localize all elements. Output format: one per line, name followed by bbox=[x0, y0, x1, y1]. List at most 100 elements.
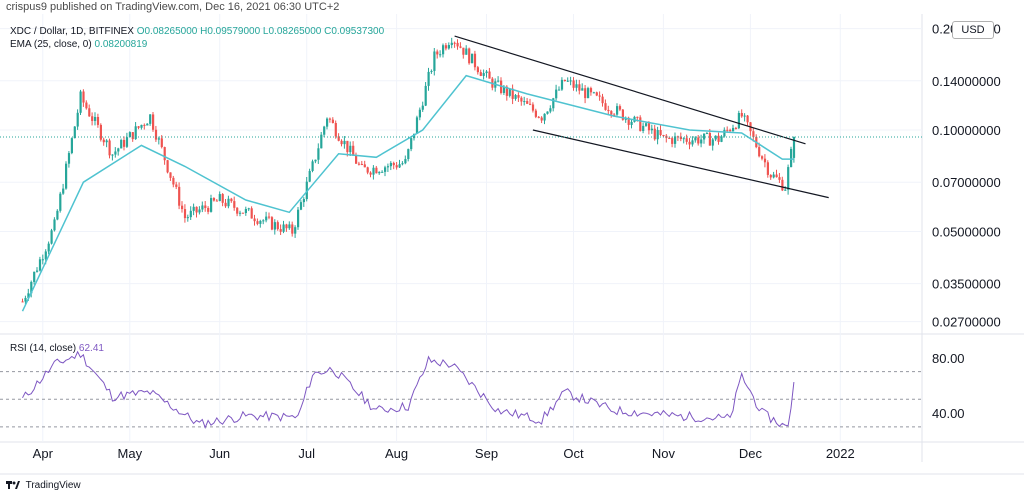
candle-body bbox=[581, 88, 584, 91]
candle-body bbox=[67, 153, 71, 164]
candle-body bbox=[787, 167, 790, 190]
candle-body bbox=[647, 123, 651, 131]
candle-body bbox=[703, 133, 706, 140]
candle-body bbox=[636, 116, 639, 118]
candle-body bbox=[621, 109, 624, 120]
candle-body bbox=[233, 201, 236, 208]
candle-body bbox=[360, 163, 363, 165]
candle-body bbox=[766, 162, 769, 175]
candle-body bbox=[517, 95, 520, 98]
candle-body bbox=[328, 118, 332, 120]
candle-body bbox=[268, 216, 271, 218]
candle-body bbox=[183, 209, 187, 219]
candle-body bbox=[302, 199, 305, 203]
candle-body bbox=[566, 80, 569, 82]
candle-body bbox=[175, 184, 178, 187]
tradingview-logo-icon bbox=[6, 481, 20, 490]
candle-body bbox=[430, 70, 433, 72]
candle-body bbox=[784, 189, 787, 191]
candle-body bbox=[479, 72, 482, 76]
candle-body bbox=[91, 116, 94, 121]
candle-body bbox=[688, 141, 691, 145]
candle-body bbox=[761, 156, 764, 159]
candle-body bbox=[53, 219, 56, 231]
candle-body bbox=[134, 126, 137, 140]
candle-body bbox=[708, 132, 711, 146]
candle-body bbox=[259, 220, 262, 224]
candle-body bbox=[531, 104, 535, 111]
candle-body bbox=[247, 208, 250, 210]
published-caption: crispus9 published on TradingView.com, D… bbox=[6, 1, 340, 13]
candle-body bbox=[334, 122, 337, 137]
rsi-value: 62.41 bbox=[78, 343, 104, 354]
candle-body bbox=[546, 111, 549, 114]
rsi-line bbox=[22, 350, 795, 429]
candle-body bbox=[502, 86, 506, 93]
symbol-label: XDC / Dollar, 1D, BITFINEX bbox=[10, 26, 134, 37]
candle-body bbox=[520, 97, 523, 102]
candle-body bbox=[381, 171, 384, 173]
candle-body bbox=[723, 129, 726, 137]
candle-body bbox=[157, 138, 160, 140]
price-tick-label: 0.10000000 bbox=[932, 123, 1001, 138]
candlestick-series bbox=[21, 37, 796, 305]
candle-body bbox=[212, 198, 216, 201]
candle-body bbox=[511, 88, 514, 99]
candle-body bbox=[30, 281, 33, 294]
candle-body bbox=[549, 108, 552, 112]
candle-body bbox=[320, 134, 323, 149]
price-tick-label: 0.14000000 bbox=[932, 74, 1001, 89]
candle-body bbox=[401, 163, 404, 165]
candle-body bbox=[189, 210, 192, 218]
candle-body bbox=[256, 221, 259, 224]
candle-body bbox=[769, 174, 772, 178]
candle-body bbox=[386, 166, 390, 168]
candle-body bbox=[366, 167, 369, 173]
candle-body bbox=[752, 131, 755, 137]
candle-body bbox=[152, 114, 155, 130]
candle-body bbox=[413, 133, 416, 139]
trendline bbox=[532, 129, 829, 199]
candle-body bbox=[169, 172, 172, 178]
candle-body bbox=[476, 67, 479, 73]
candle-body bbox=[326, 118, 329, 127]
candle-body bbox=[227, 198, 230, 207]
candle-body bbox=[462, 47, 465, 55]
candle-body bbox=[404, 159, 407, 164]
candle-body bbox=[679, 136, 682, 140]
candle-body bbox=[650, 128, 653, 131]
candle-body bbox=[578, 84, 581, 91]
candle-body bbox=[711, 139, 714, 146]
candle-body bbox=[352, 145, 355, 156]
trendline-channel bbox=[454, 35, 829, 199]
candle-body bbox=[349, 145, 352, 153]
currency-badge[interactable]: USD bbox=[952, 21, 994, 39]
candle-body bbox=[294, 227, 297, 234]
candle-body bbox=[70, 138, 73, 154]
candle-body bbox=[563, 79, 566, 82]
time-tick-label: Apr bbox=[33, 446, 54, 461]
candle-body bbox=[331, 119, 334, 123]
candle-body bbox=[601, 96, 604, 104]
candle-body bbox=[447, 45, 450, 49]
candle-body bbox=[337, 136, 340, 141]
candle-body bbox=[653, 128, 656, 140]
candle-body bbox=[24, 297, 27, 302]
candle-body bbox=[781, 179, 784, 191]
candle-body bbox=[120, 139, 123, 149]
candle-body bbox=[265, 216, 268, 221]
candle-body bbox=[65, 163, 68, 189]
candle-body bbox=[297, 209, 300, 228]
chart-header: crispus9 published on TradingView.com, D… bbox=[0, 0, 1024, 14]
candle-body bbox=[613, 114, 616, 116]
candle-body bbox=[230, 198, 233, 202]
candle-body bbox=[395, 165, 398, 168]
candle-body bbox=[450, 42, 453, 46]
candle-body bbox=[279, 229, 282, 232]
candle-body bbox=[639, 117, 642, 131]
candle-body bbox=[198, 209, 201, 213]
symbol-legend: XDC / Dollar, 1D, BITFINEX O0.08265000 H… bbox=[10, 26, 384, 37]
candle-body bbox=[575, 84, 578, 88]
candle-body bbox=[363, 164, 366, 168]
